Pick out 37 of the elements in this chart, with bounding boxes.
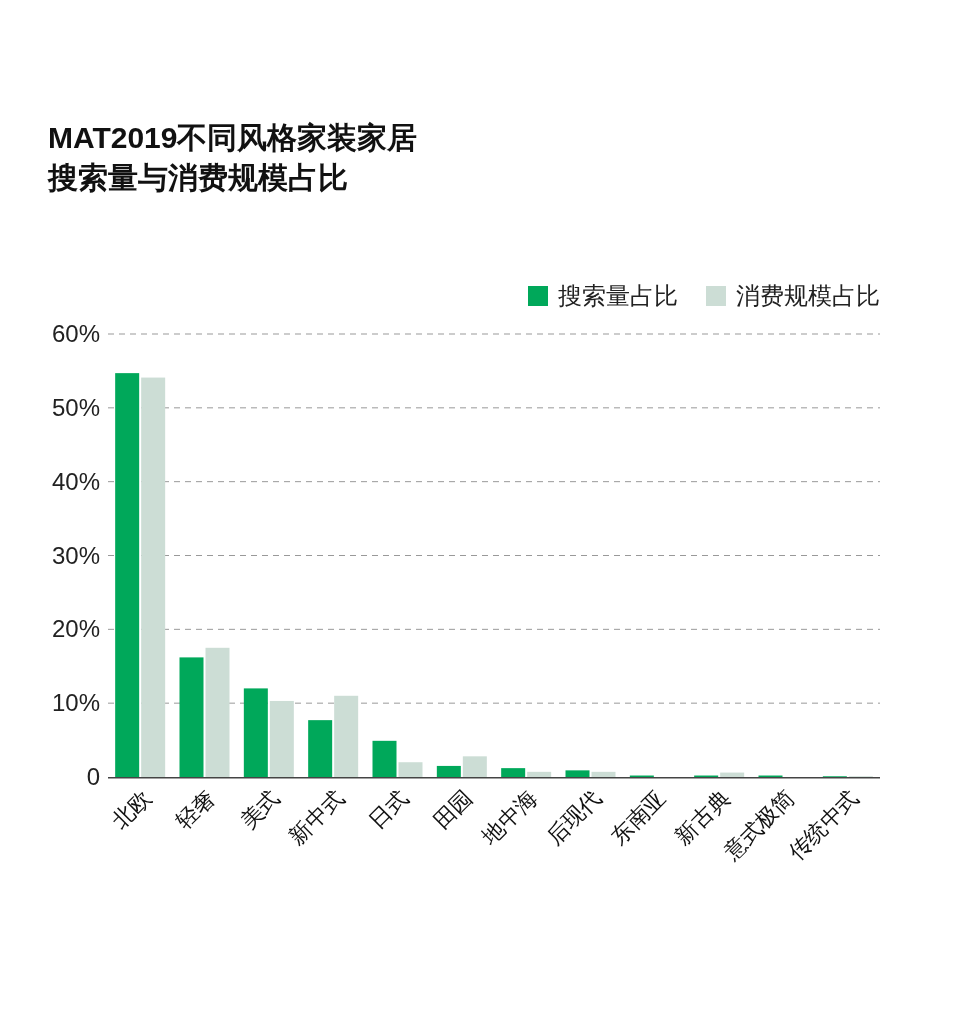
bar	[398, 762, 423, 777]
bar	[179, 657, 204, 777]
x-tick-label: 轻奢	[171, 784, 221, 834]
bar	[436, 765, 461, 777]
bar	[205, 647, 230, 777]
bar	[308, 720, 333, 777]
legend-label: 消费规模占比	[736, 282, 880, 309]
x-tick-label: 日式	[364, 784, 414, 834]
y-tick-label: 60%	[51, 320, 100, 347]
bar	[565, 770, 590, 777]
bar	[462, 756, 487, 777]
x-tick-label: 地中海	[476, 784, 542, 850]
bar	[527, 771, 552, 777]
y-tick-label: 10%	[51, 689, 100, 717]
chart-title: MAT2019不同风格家装家居	[48, 121, 418, 154]
y-tick-label: 30%	[51, 541, 100, 569]
y-tick-label: 50%	[51, 393, 100, 421]
bar	[501, 768, 526, 777]
x-tick-label: 田园	[428, 784, 478, 834]
legend-label: 搜索量占比	[558, 282, 678, 309]
x-tick-label: 后现代	[541, 784, 607, 850]
y-tick-label: 40%	[51, 467, 100, 495]
x-tick-label: 美式	[235, 784, 285, 834]
x-tick-label: 北欧	[106, 784, 156, 834]
y-tick-label: 0	[86, 763, 100, 790]
y-tick-label: 20%	[51, 615, 100, 643]
bar	[115, 373, 140, 777]
bar	[269, 700, 294, 777]
x-tick-label: 东南亚	[606, 784, 671, 850]
bar	[334, 695, 359, 777]
bar	[141, 377, 166, 777]
chart-subtitle: 搜索量与消费规模占比	[47, 161, 348, 194]
x-tick-label: 新中式	[284, 784, 349, 850]
bar	[591, 771, 616, 777]
bar	[372, 740, 397, 777]
bar	[243, 688, 268, 777]
bar	[720, 772, 745, 777]
